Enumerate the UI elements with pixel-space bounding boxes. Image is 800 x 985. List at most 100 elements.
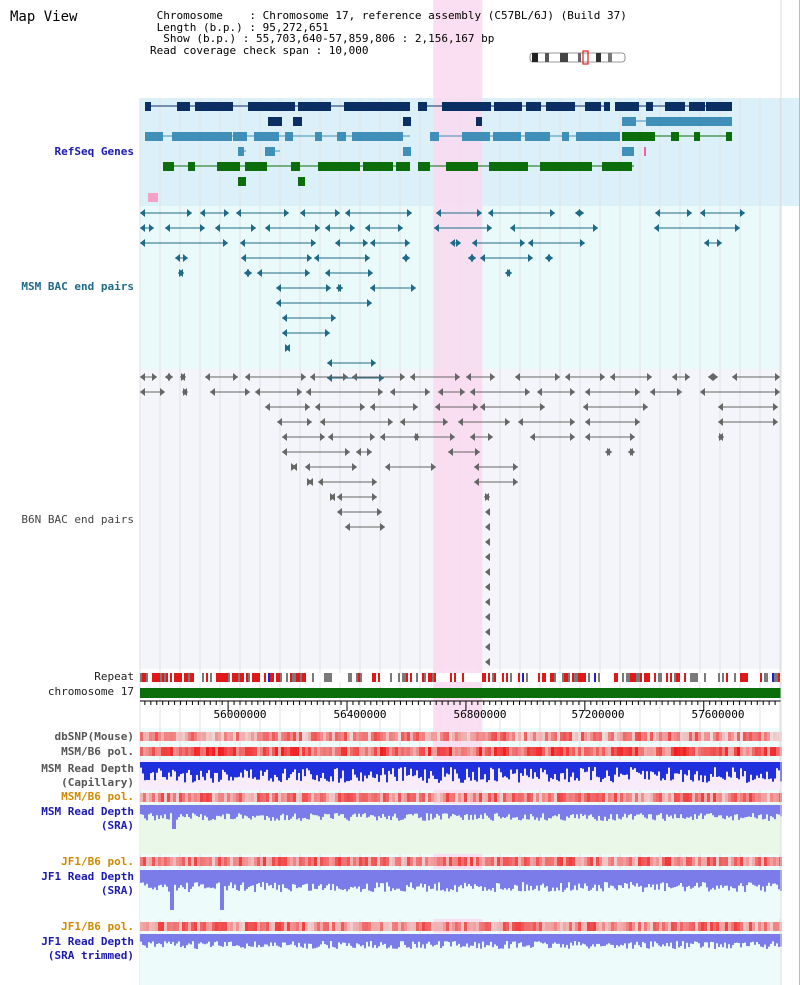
read-depth-bar bbox=[700, 934, 702, 948]
gene-exon bbox=[462, 132, 490, 141]
polymorphism-cell bbox=[671, 793, 674, 802]
read-depth-bar bbox=[176, 870, 178, 891]
bac-end-marker bbox=[282, 314, 287, 322]
polymorphism-cell bbox=[200, 793, 203, 802]
repeat-element bbox=[428, 673, 430, 682]
read-depth-bar bbox=[456, 934, 458, 946]
gene-exon bbox=[640, 132, 655, 141]
read-depth-bar bbox=[624, 805, 626, 814]
track-label-b6n-bac[interactable]: B6N BAC end pairs bbox=[21, 513, 134, 526]
track-label-refseq-genes[interactable]: RefSeq Genes bbox=[54, 145, 134, 158]
polymorphism-cell bbox=[161, 793, 164, 802]
read-depth-bar bbox=[258, 934, 260, 945]
gene-exon bbox=[259, 162, 267, 171]
read-depth-bar bbox=[522, 805, 524, 819]
read-depth-bar bbox=[444, 762, 446, 777]
polymorphism-cell bbox=[266, 857, 269, 866]
track-label-msm-depth-sra[interactable]: MSM Read Depth (SRA) bbox=[41, 805, 134, 832]
read-depth-bar bbox=[572, 805, 574, 815]
polymorphism-cell bbox=[746, 922, 749, 931]
read-depth-bar bbox=[558, 934, 560, 944]
read-depth-bar bbox=[600, 934, 602, 947]
repeat-element bbox=[202, 673, 204, 682]
read-depth-bar bbox=[490, 934, 492, 942]
read-depth-bar bbox=[336, 805, 338, 814]
repeat-element bbox=[294, 673, 296, 682]
polymorphism-cell bbox=[515, 857, 518, 866]
read-depth-bar bbox=[498, 762, 500, 769]
polymorphism-cell bbox=[419, 793, 422, 802]
read-depth-bar bbox=[144, 805, 146, 819]
repeat-element bbox=[674, 673, 676, 682]
track-label-dbsnp[interactable]: dbSNP(Mouse) bbox=[54, 730, 134, 743]
bac-end-marker bbox=[307, 254, 312, 262]
bac-end-marker bbox=[470, 388, 475, 396]
bac-end-marker bbox=[305, 403, 310, 411]
polymorphism-cell bbox=[560, 747, 563, 756]
polymorphism-cell bbox=[623, 857, 626, 866]
bac-end-marker bbox=[400, 418, 405, 426]
read-depth-bar bbox=[730, 805, 732, 817]
track-label-jf1-b6-pol-2[interactable]: JF1/B6 pol. bbox=[61, 920, 134, 933]
repeat-element bbox=[398, 673, 400, 682]
polymorphism-cell bbox=[662, 857, 665, 866]
polymorphism-cell bbox=[491, 922, 494, 931]
read-depth-bar bbox=[306, 934, 308, 949]
read-depth-bar bbox=[586, 805, 588, 819]
read-depth-bar bbox=[232, 762, 234, 781]
polymorphism-cell bbox=[572, 922, 575, 931]
polymorphism-cell bbox=[737, 732, 740, 741]
read-depth-bar bbox=[706, 934, 708, 943]
track-label-msm-b6-pol-2[interactable]: MSM/B6 pol. bbox=[61, 790, 134, 803]
track-label-jf1-b6-pol-1[interactable]: JF1/B6 pol. bbox=[61, 855, 134, 868]
polymorphism-cell bbox=[635, 793, 638, 802]
track-label-msm-depth-capillary[interactable]: MSM Read Depth (Capillary) bbox=[41, 762, 134, 789]
read-depth-bar bbox=[370, 934, 372, 942]
repeat-element bbox=[220, 673, 222, 682]
read-depth-bar bbox=[234, 762, 236, 778]
read-depth-bar bbox=[614, 762, 616, 775]
read-depth-bar bbox=[186, 870, 188, 883]
polymorphism-cell bbox=[491, 793, 494, 802]
polymorphism-cell bbox=[425, 857, 428, 866]
polymorphism-cell bbox=[743, 747, 746, 756]
track-label-jf1-depth-sra[interactable]: JF1 Read Depth (SRA) bbox=[41, 870, 134, 897]
read-depth-bar bbox=[654, 870, 656, 890]
read-depth-bar bbox=[318, 762, 320, 782]
track-label-msm-bac[interactable]: MSM BAC end pairs bbox=[21, 280, 134, 293]
bac-end-marker bbox=[315, 224, 320, 232]
polymorphism-cell bbox=[608, 747, 611, 756]
track-label-jf1-depth-trimmed[interactable]: JF1 Read Depth (SRA trimmed) bbox=[41, 935, 134, 962]
polymorphism-cell bbox=[410, 747, 413, 756]
repeat-element bbox=[694, 673, 696, 682]
read-depth-bar bbox=[160, 934, 162, 945]
read-depth-bar bbox=[642, 805, 644, 815]
bac-end-marker bbox=[300, 209, 305, 217]
read-depth-bar bbox=[562, 934, 564, 945]
read-depth-bar bbox=[638, 934, 640, 946]
read-depth-bar bbox=[654, 934, 656, 942]
read-depth-bar bbox=[212, 934, 214, 946]
polymorphism-cell bbox=[203, 747, 206, 756]
read-depth-bar bbox=[624, 934, 626, 944]
repeat-element bbox=[510, 673, 512, 682]
bac-end-marker bbox=[377, 508, 382, 516]
polymorphism-cell bbox=[143, 922, 146, 931]
repeat-element bbox=[286, 673, 288, 682]
repeat-element bbox=[242, 673, 244, 682]
polymorphism-cell bbox=[428, 793, 431, 802]
polymorphism-cell bbox=[335, 732, 338, 741]
read-depth-bar bbox=[356, 870, 358, 889]
read-depth-bar bbox=[426, 805, 428, 814]
read-depth-bar bbox=[394, 934, 396, 949]
read-depth-bar bbox=[140, 870, 142, 883]
gene-exon bbox=[248, 102, 272, 111]
polymorphism-cell bbox=[680, 922, 683, 931]
track-label-repeat[interactable]: Repeat bbox=[94, 670, 134, 683]
polymorphism-cell bbox=[566, 922, 569, 931]
gene-exon bbox=[172, 132, 201, 141]
polymorphism-cell bbox=[578, 922, 581, 931]
polymorphism-cell bbox=[602, 747, 605, 756]
track-label-msm-b6-pol-1[interactable]: MSM/B6 pol. bbox=[61, 745, 134, 758]
